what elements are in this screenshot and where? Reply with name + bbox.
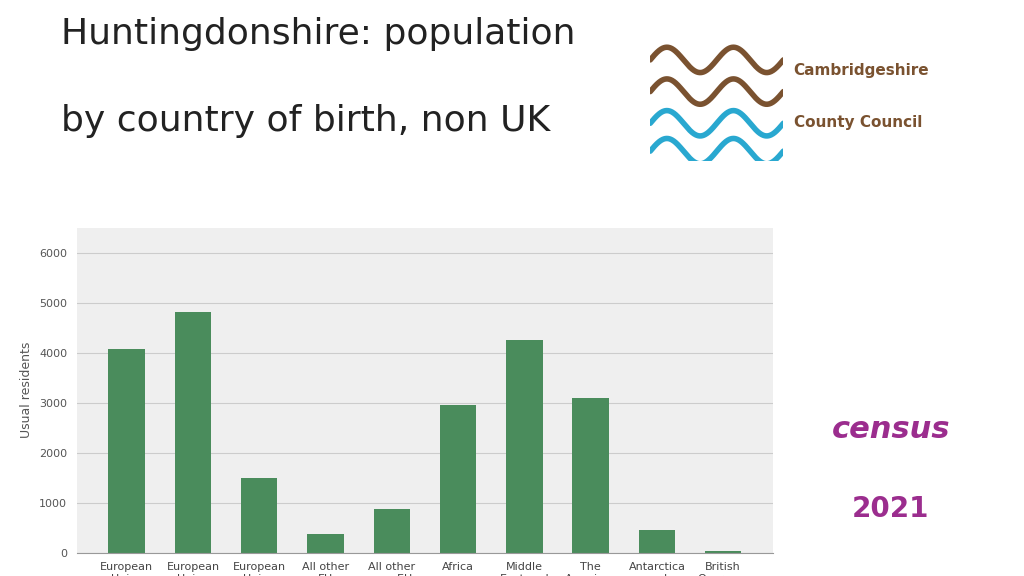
Text: 2021: 2021: [852, 495, 930, 524]
Bar: [440, 406, 476, 553]
Text: Cambridgeshire: Cambridgeshire: [794, 63, 929, 78]
Bar: [572, 398, 609, 553]
Bar: [639, 530, 675, 553]
Text: census: census: [831, 415, 950, 444]
Text: Huntingdonshire: population: Huntingdonshire: population: [61, 17, 575, 51]
Bar: [109, 349, 145, 553]
Bar: [506, 340, 543, 553]
Y-axis label: Usual residents: Usual residents: [20, 342, 34, 438]
Text: County Council: County Council: [794, 115, 922, 130]
Bar: [705, 551, 741, 553]
Text: by country of birth, non UK: by country of birth, non UK: [61, 104, 551, 138]
Bar: [307, 535, 344, 553]
Bar: [241, 478, 278, 553]
Bar: [374, 509, 410, 553]
Bar: [175, 312, 211, 553]
